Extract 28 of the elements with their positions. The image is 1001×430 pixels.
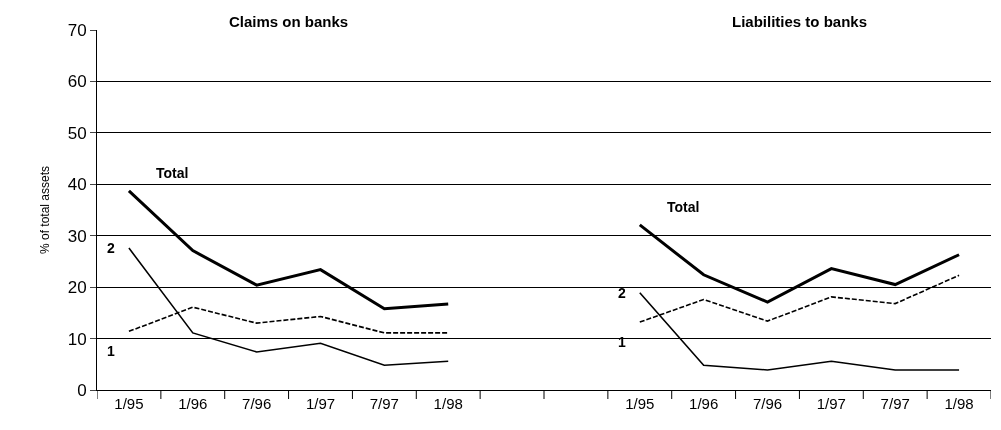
x-tick-label: 1/95	[625, 395, 655, 412]
x-tick-label: 1/97	[816, 395, 846, 412]
annotation: Claims on banks	[229, 13, 349, 30]
x-tick-label: 7/96	[752, 395, 783, 412]
y-tick-label: 30	[67, 226, 87, 246]
x-tick-label: 1/98	[944, 395, 974, 412]
y-tick-label: 0	[77, 380, 87, 400]
x-tick-label: 7/96	[242, 395, 272, 412]
text: 2	[107, 240, 115, 256]
y-tick-label: 10	[67, 329, 87, 349]
series-label: Total	[667, 199, 700, 215]
series-label: 2	[618, 285, 626, 301]
x-tick-label: 7/97	[880, 395, 910, 412]
y-tick-label: 70	[67, 20, 87, 40]
x-tick-label: 1/95	[114, 395, 144, 412]
y-tick-label: 20	[67, 278, 87, 298]
series-label: 1	[107, 343, 115, 359]
x-tick-label: 1/97	[305, 395, 336, 412]
text: Total	[156, 165, 189, 181]
x-tick-label: 1/96	[689, 395, 719, 412]
y-tick-label: 50	[67, 123, 87, 143]
y-tick-label: 40	[67, 175, 87, 195]
annotation: Liabilities to banks	[732, 13, 868, 30]
x-tick-label: 1/98	[433, 395, 463, 412]
y-axis-title: % of total assets	[37, 165, 52, 255]
x-tick-label: 7/97	[369, 395, 399, 412]
y-tick-label: 60	[67, 72, 87, 92]
x-tick-label: 1/96	[178, 395, 208, 412]
